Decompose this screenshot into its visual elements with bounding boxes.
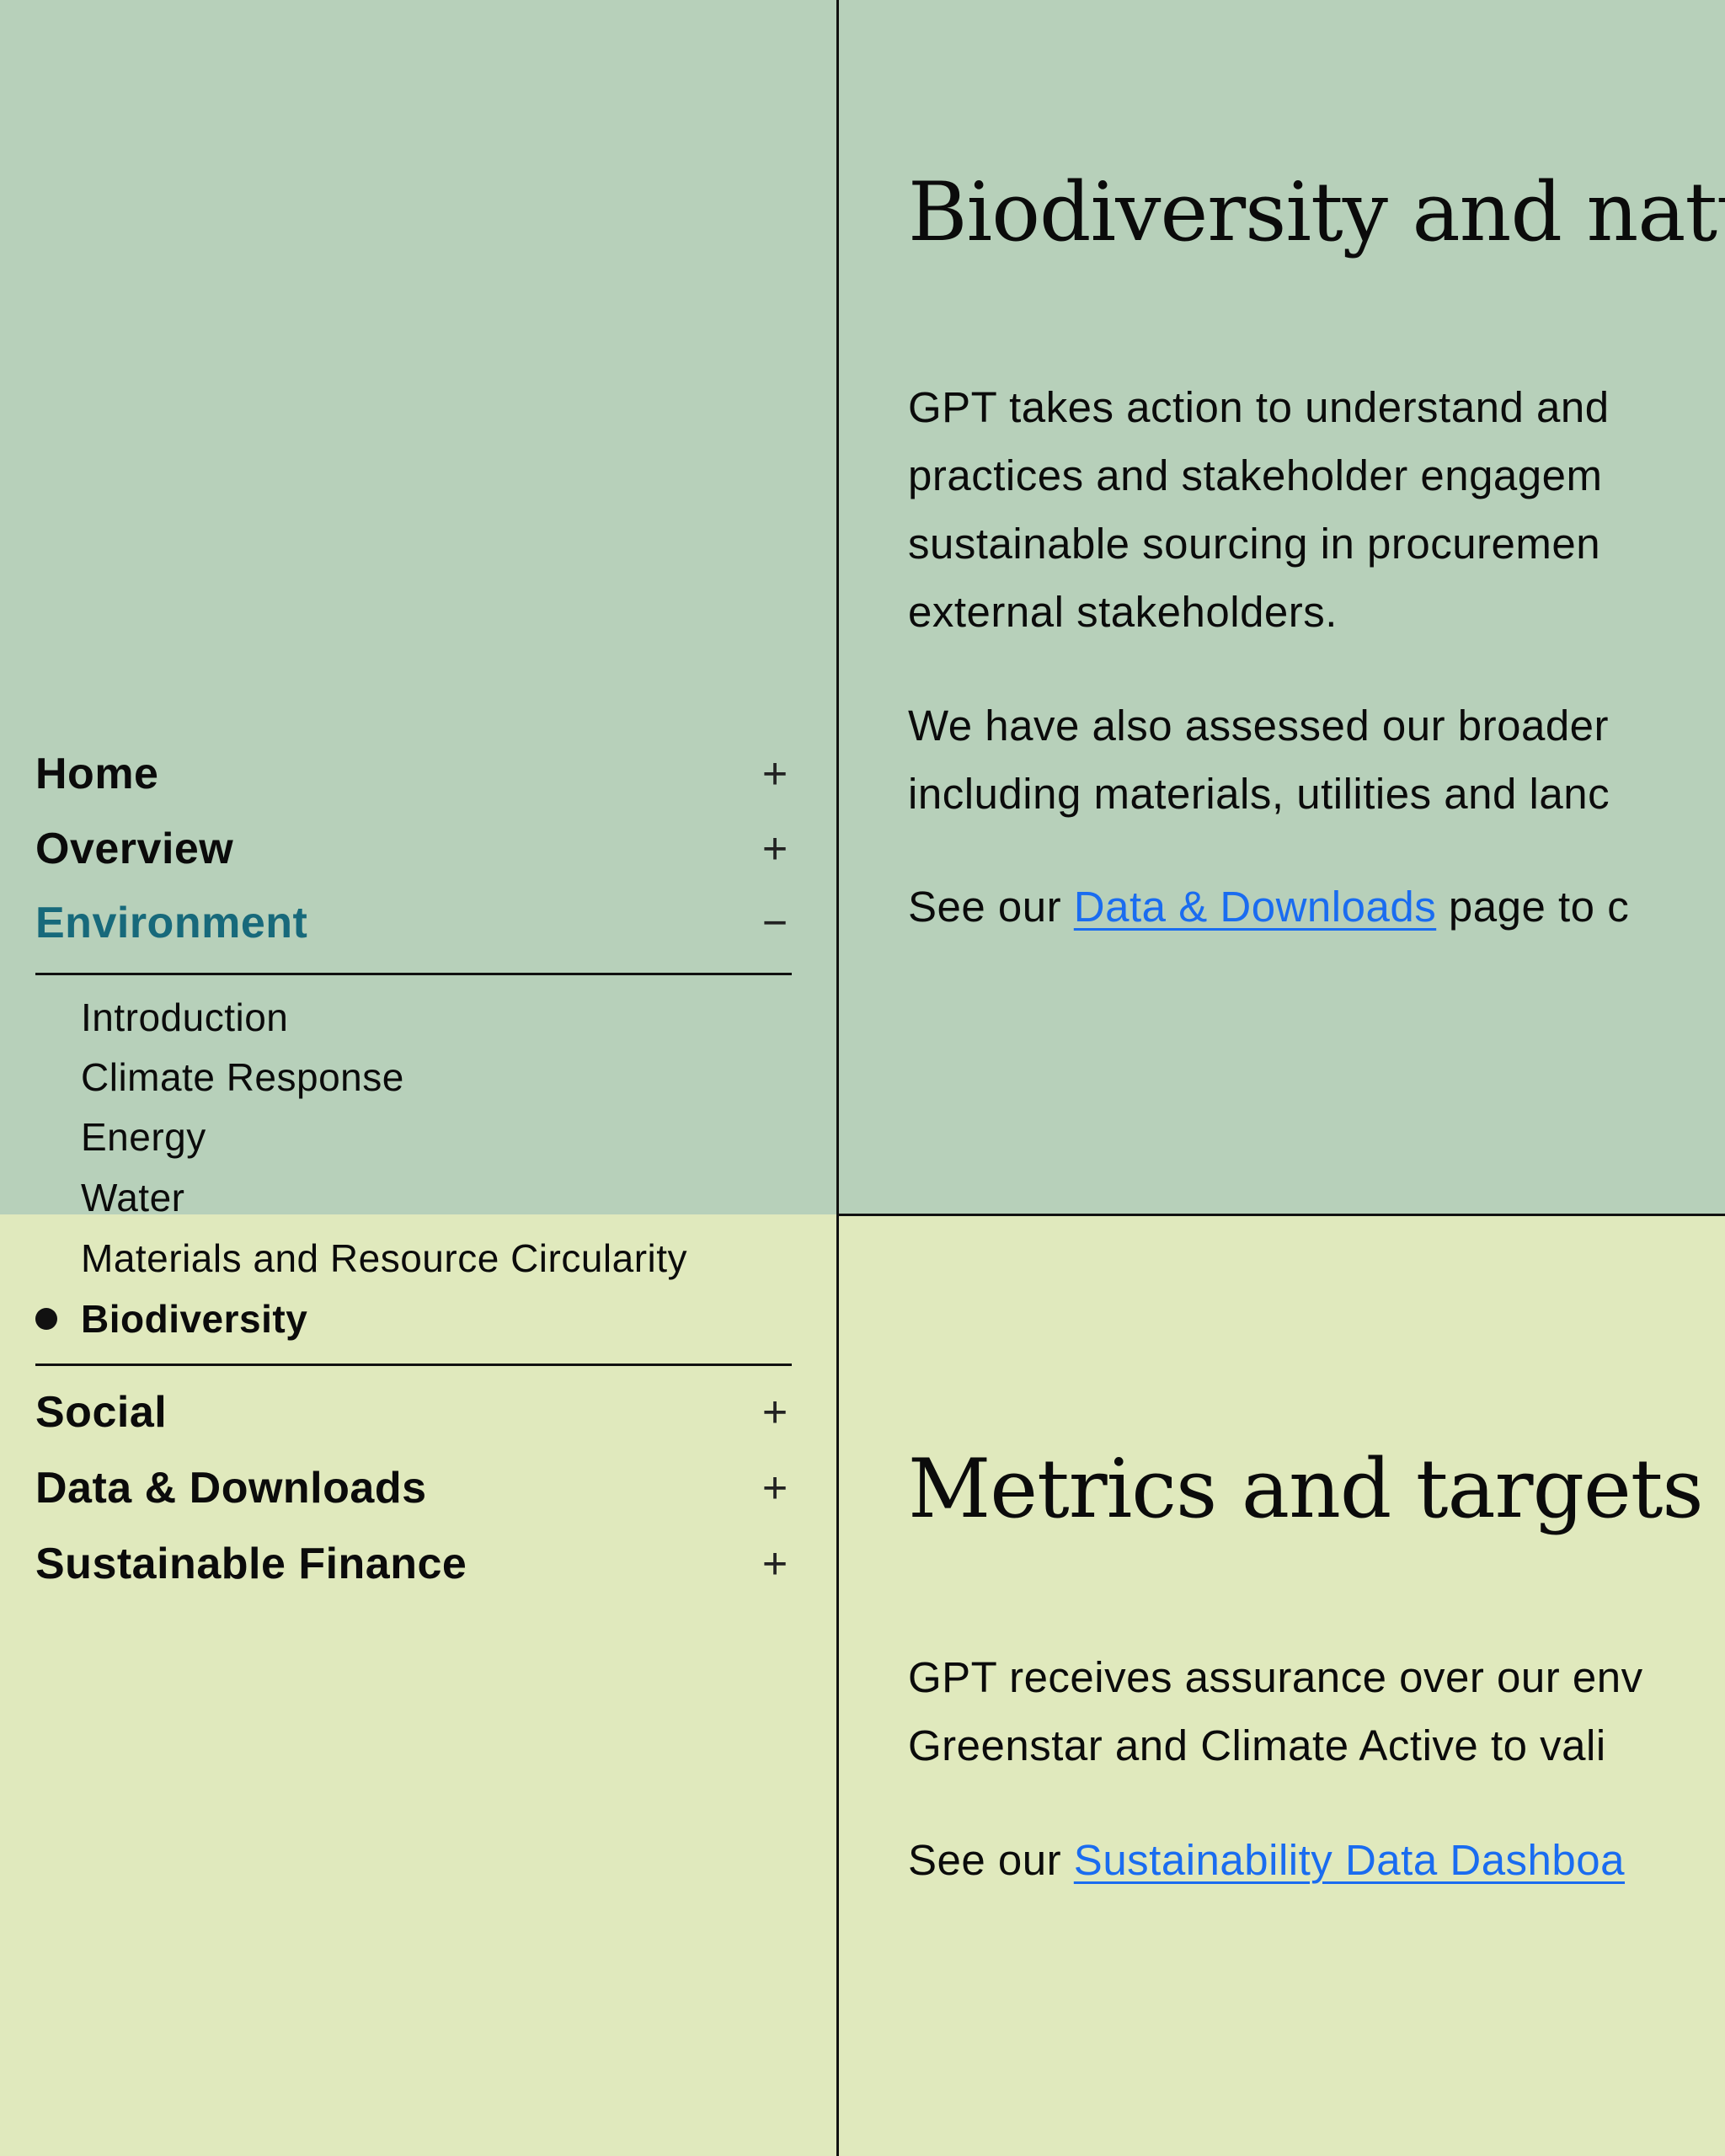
subnav-item-materials[interactable]: Materials and Resource Circularity (81, 1236, 688, 1280)
section-divider (838, 1214, 1725, 1216)
nav-label: Data & Downloads (35, 1464, 427, 1513)
text-line: practices and stakeholder engagem (908, 451, 1603, 499)
current-page-bullet-icon (35, 1308, 57, 1330)
section-title-metrics: Metrics and targets (908, 1442, 1704, 1536)
plus-icon[interactable]: + (761, 1464, 788, 1513)
data-downloads-link[interactable]: Data & Downloads (1073, 883, 1437, 931)
subnav-item-biodiversity[interactable]: Biodiversity (81, 1297, 308, 1341)
text-line: Greenstar and Climate Active to vali (908, 1721, 1606, 1769)
text: See our (908, 883, 1074, 931)
text: page to c (1436, 883, 1630, 931)
text-line: GPT takes action to understand and (908, 383, 1610, 431)
text-line: external stakeholders. (908, 588, 1338, 636)
plus-icon[interactable]: + (761, 1540, 788, 1588)
nav-item-home[interactable]: Home + (35, 740, 792, 808)
nav-item-environment[interactable]: Environment − (35, 889, 792, 957)
nav-item-sustainable-finance[interactable]: Sustainable Finance + (35, 1530, 792, 1598)
paragraph: GPT takes action to understand and pract… (908, 373, 1725, 646)
nav-label: Environment (35, 899, 308, 947)
text-line: We have also assessed our broader (908, 702, 1610, 750)
nav-item-data-downloads[interactable]: Data & Downloads + (35, 1454, 792, 1522)
top-section-background (0, 0, 1725, 1214)
nav-item-overview[interactable]: Overview + (35, 815, 792, 883)
nav-label: Social (35, 1388, 168, 1437)
paragraph: See our Data & Downloads page to c (908, 873, 1725, 941)
text-line: sustainable sourcing in procuremen (908, 520, 1601, 568)
section-title-biodiversity: Biodiversity and natu (908, 165, 1725, 259)
divider (35, 973, 792, 975)
plus-icon[interactable]: + (761, 750, 788, 798)
nav-label: Sustainable Finance (35, 1540, 467, 1588)
nav-label: Home (35, 750, 159, 798)
column-divider (836, 0, 839, 2156)
nav-item-social[interactable]: Social + (35, 1379, 792, 1446)
subnav-item-energy[interactable]: Energy (81, 1115, 206, 1159)
subnav-item-introduction[interactable]: Introduction (81, 995, 289, 1039)
text: See our (908, 1836, 1074, 1884)
nav-label: Overview (35, 825, 234, 873)
sustainability-dashboard-link[interactable]: Sustainability Data Dashboa (1073, 1836, 1626, 1884)
subnav-item-water[interactable]: Water (81, 1176, 185, 1219)
text-line: including materials, utilities and lanc (908, 770, 1610, 818)
plus-icon[interactable]: + (761, 1388, 788, 1437)
paragraph: See our Sustainability Data Dashboa (908, 1826, 1725, 1894)
text-line: GPT receives assurance over our env (908, 1653, 1643, 1701)
divider (35, 1364, 792, 1366)
minus-icon[interactable]: − (761, 899, 788, 947)
paragraph: We have also assessed our broader includ… (908, 691, 1725, 828)
plus-icon[interactable]: + (761, 825, 788, 873)
subnav-item-climate-response[interactable]: Climate Response (81, 1055, 404, 1099)
paragraph: GPT receives assurance over our env Gree… (908, 1643, 1725, 1780)
